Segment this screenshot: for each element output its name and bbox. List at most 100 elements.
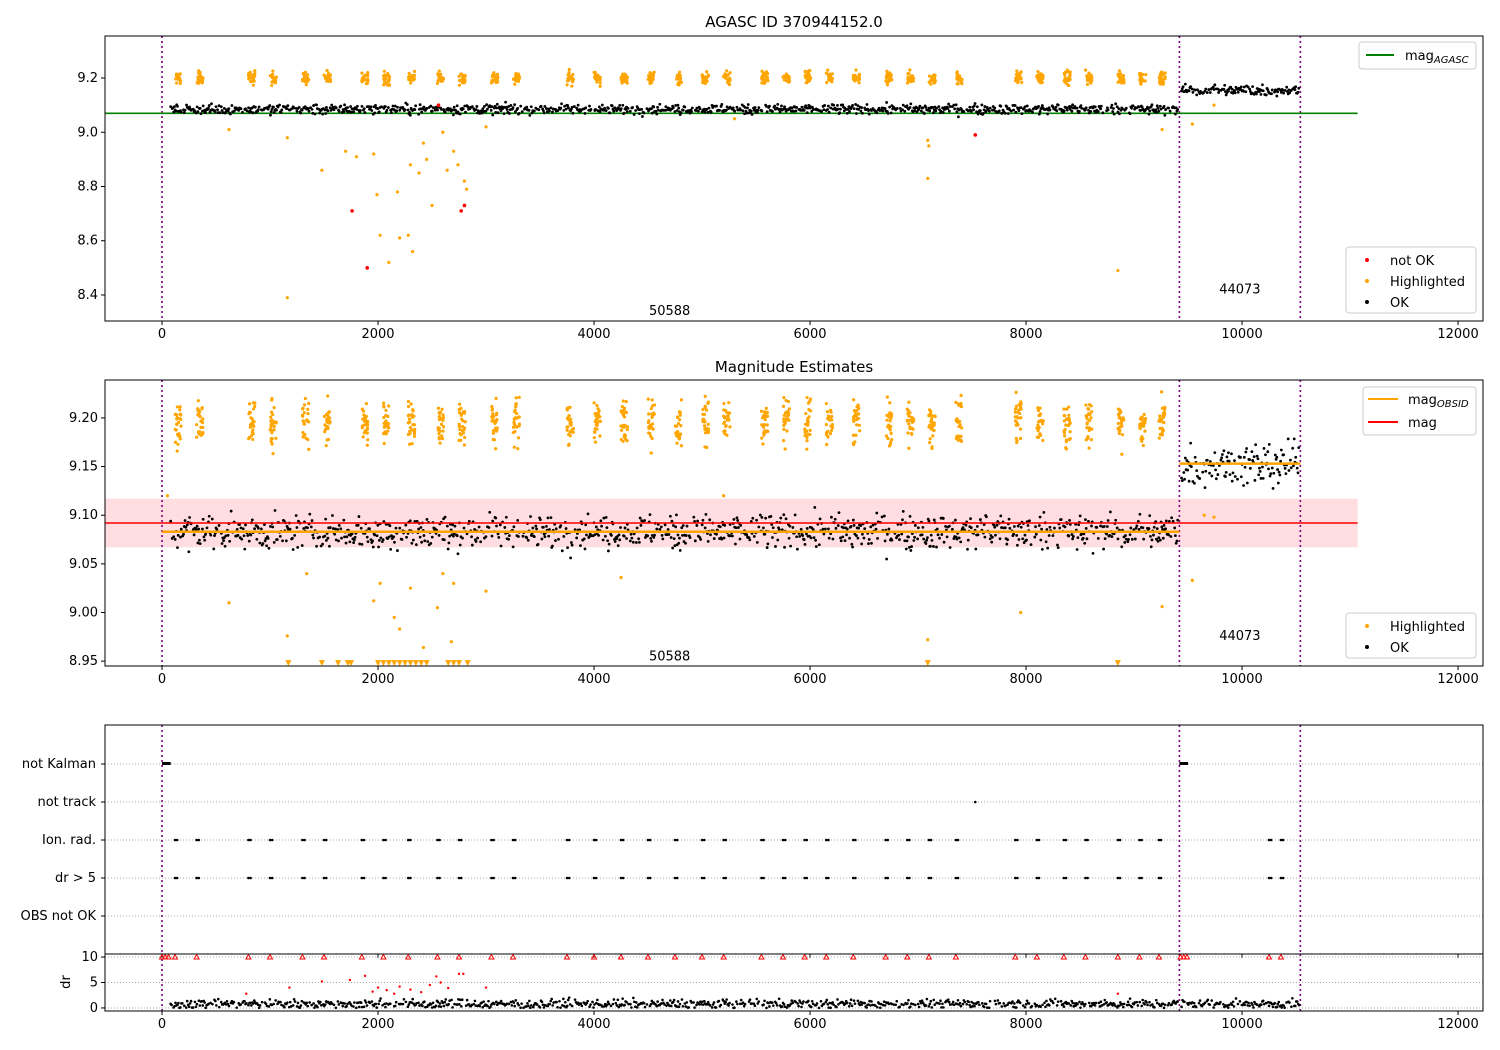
ok-point — [1099, 107, 1102, 111]
ok-point — [318, 535, 322, 539]
ok-point — [653, 533, 656, 537]
highlighted-point — [722, 420, 727, 424]
ok-point — [1167, 519, 1171, 523]
highlighted-point — [926, 638, 930, 642]
clipped-low-marker — [924, 660, 931, 666]
ok-point — [846, 107, 850, 111]
clipped-low-marker — [285, 660, 292, 666]
ok-point — [1056, 103, 1060, 107]
highlighted-point — [1141, 78, 1145, 82]
ok-point — [859, 524, 863, 527]
ok-point — [1134, 526, 1138, 530]
dr-point — [738, 1002, 742, 1006]
highlighted-point — [1018, 436, 1023, 441]
highlighted-point — [430, 203, 434, 208]
ok-point — [809, 536, 813, 540]
obsid-label: 50588 — [649, 304, 690, 319]
highlighted-point — [620, 425, 624, 429]
ok-point — [1087, 108, 1090, 112]
highlighted-point — [247, 412, 251, 416]
ok-point — [1252, 455, 1256, 459]
highlighted-point — [383, 424, 387, 429]
highlighted-point — [1065, 407, 1069, 411]
highlighted-point — [624, 73, 628, 77]
ok-point — [1138, 512, 1142, 516]
ok-point — [477, 525, 481, 529]
ok-point — [1108, 510, 1112, 514]
ok-point — [826, 527, 830, 531]
ok-point — [845, 533, 848, 537]
dr-point — [782, 1003, 786, 1006]
ok-point — [985, 515, 988, 519]
ok-point — [497, 535, 501, 539]
ok-point — [755, 111, 759, 114]
ok-point — [519, 104, 523, 108]
ok-point — [529, 515, 532, 518]
highlighted-point — [906, 431, 910, 435]
ok-point — [1053, 526, 1056, 530]
ok-point — [1277, 470, 1281, 474]
ok-point — [601, 538, 605, 542]
highlighted-point — [565, 83, 569, 87]
highlighted-point — [251, 76, 255, 80]
dr-point — [615, 1004, 619, 1007]
highlighted-point — [360, 426, 364, 430]
highlighted-point — [701, 407, 705, 412]
ok-point — [1216, 473, 1220, 476]
ok-point — [791, 526, 795, 529]
y-tick-label: 9.10 — [69, 508, 98, 523]
highlighted-point — [410, 415, 414, 419]
ok-point — [999, 104, 1003, 108]
ok-point — [269, 524, 272, 528]
highlighted-point — [1088, 418, 1092, 423]
ok-point — [575, 536, 579, 540]
ok-point — [745, 533, 749, 537]
ok-point — [1253, 478, 1257, 482]
ok-point — [930, 539, 934, 542]
highlighted-point — [725, 73, 730, 77]
highlighted-point — [808, 428, 812, 432]
ok-point — [278, 534, 282, 538]
ok-point — [1120, 545, 1124, 549]
ok-point — [291, 548, 295, 551]
highlighted-point — [457, 408, 461, 412]
highlighted-point — [826, 68, 830, 72]
dr-point — [439, 1005, 443, 1008]
dr-point — [245, 1002, 248, 1005]
highlighted-point — [1087, 71, 1091, 75]
highlighted-point — [622, 411, 626, 415]
ok-point — [843, 539, 847, 543]
ok-point — [494, 110, 498, 114]
dr-point — [727, 1004, 730, 1007]
ok-point — [1089, 109, 1093, 113]
dr-point — [535, 1003, 539, 1006]
ok-point — [344, 541, 348, 545]
highlighted-point — [410, 442, 414, 446]
ok-point — [671, 546, 675, 550]
highlighted-point — [406, 404, 411, 409]
ok-point — [461, 536, 464, 540]
ok-point — [718, 525, 722, 529]
dr-point — [447, 1002, 450, 1006]
dr-point — [481, 1005, 484, 1009]
ok-point — [244, 523, 247, 527]
highlighted-point — [1019, 402, 1023, 406]
ok-point — [1182, 471, 1186, 474]
highlighted-point — [412, 434, 417, 439]
ok-point — [604, 109, 608, 112]
highlighted-point — [1138, 426, 1142, 431]
ok-point — [706, 539, 710, 543]
highlighted-point — [907, 72, 911, 76]
ok-point — [1068, 518, 1071, 522]
highlighted-point — [889, 431, 893, 435]
ok-point — [1006, 112, 1010, 115]
highlighted-point — [1138, 74, 1142, 78]
ion-rad-mark — [851, 838, 855, 842]
x-tick-label: 0 — [158, 327, 166, 342]
ok-point — [199, 112, 203, 116]
highlighted-point — [957, 78, 962, 82]
ok-point — [622, 111, 626, 115]
highlighted-point — [195, 435, 199, 439]
ok-point — [870, 541, 873, 545]
